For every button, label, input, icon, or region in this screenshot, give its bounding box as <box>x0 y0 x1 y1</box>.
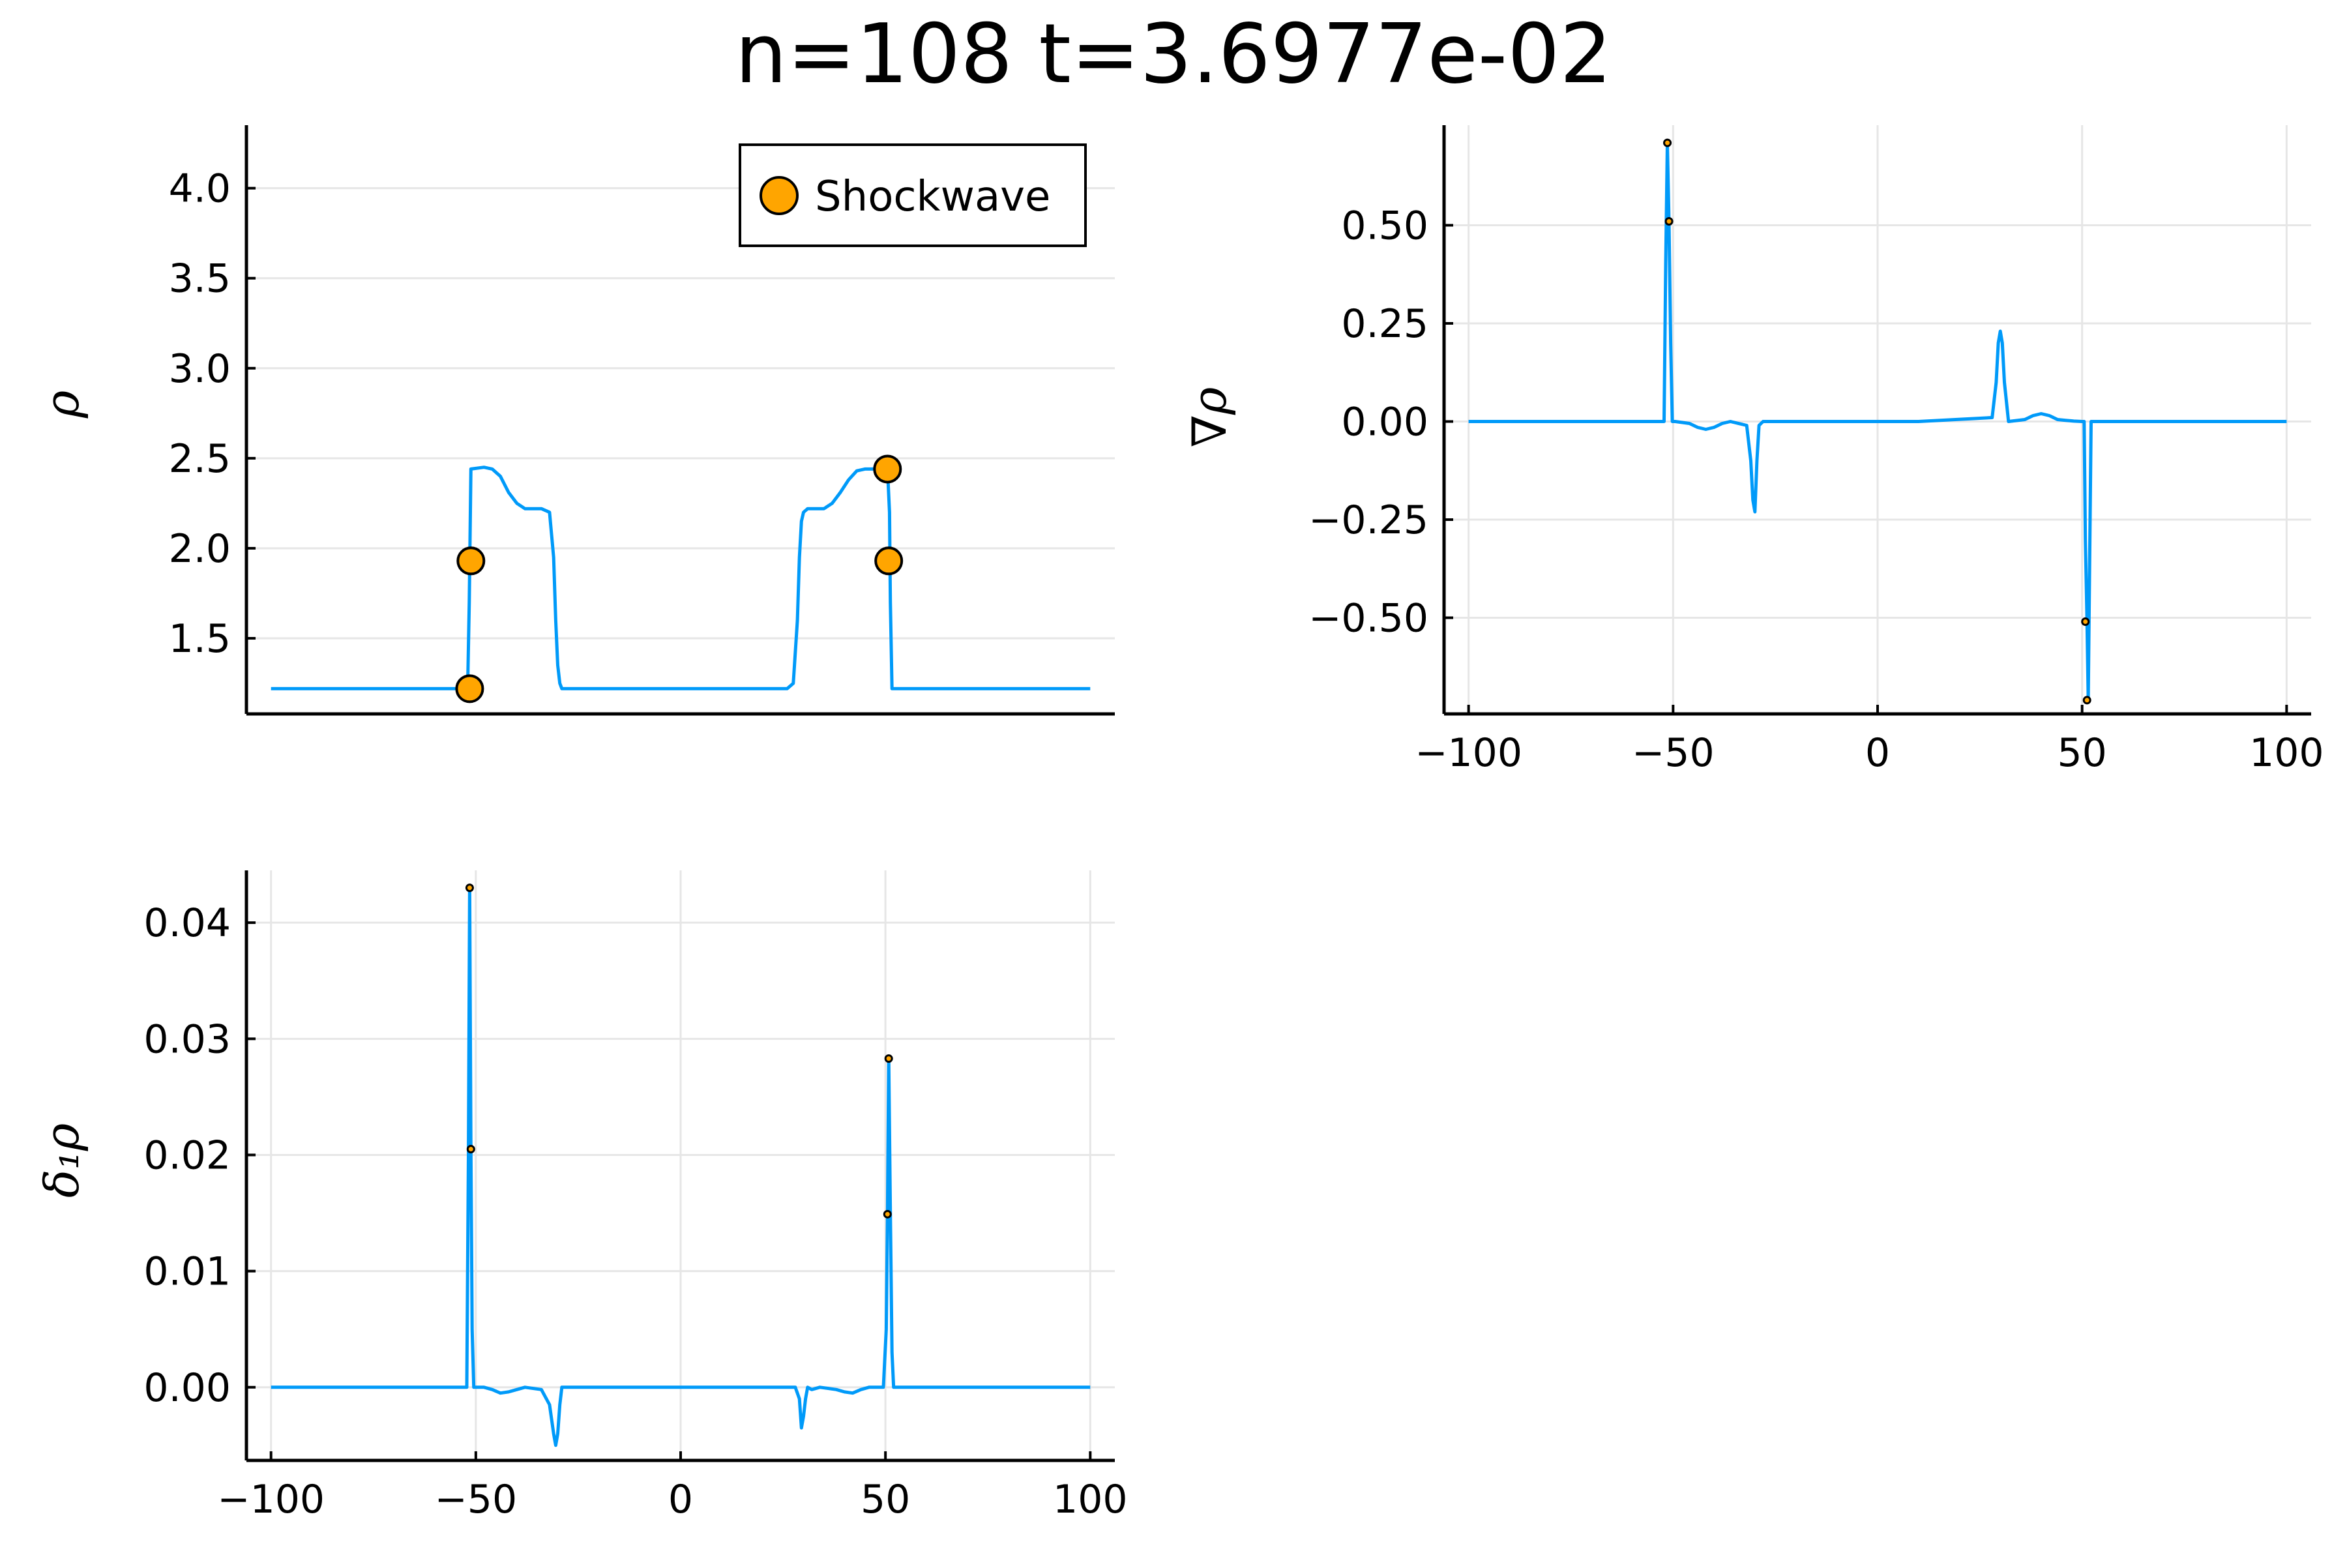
x-tick-label: 100 <box>2249 730 2324 776</box>
y-tick-label: 0.03 <box>143 1016 231 1062</box>
x-tick-label: −50 <box>1632 730 1715 776</box>
x-tick-label: 100 <box>1053 1477 1128 1522</box>
legend: Shockwave <box>739 143 1087 247</box>
series-line-delta1_rho <box>271 886 1091 1447</box>
y-tick-label: 1.5 <box>169 616 231 662</box>
y-tick-label: 3.5 <box>169 256 231 302</box>
y-axis-label: δ₁ρ <box>35 1123 89 1198</box>
x-tick-label: −100 <box>217 1477 325 1522</box>
y-tick-label: 0.00 <box>1341 400 1428 445</box>
shockwave-point <box>1663 138 1672 147</box>
y-axis-label: ρ <box>35 391 89 419</box>
shockwave-point <box>2082 696 2091 705</box>
series-line-grad_rho <box>1468 141 2287 702</box>
y-tick-label: 2.5 <box>169 436 231 482</box>
y-tick-label: 0.01 <box>143 1249 231 1295</box>
x-tick-label: 0 <box>1865 730 1890 776</box>
shockwave-point <box>883 1209 892 1219</box>
y-tick-label: 0.25 <box>1341 301 1428 347</box>
figure-title: n=108 t=3.6977e-02 <box>735 6 1612 102</box>
y-tick-label: 0.04 <box>143 900 231 946</box>
shockwave-point <box>466 1145 475 1154</box>
shockwave-point <box>1664 216 1674 226</box>
shockwave-point <box>873 454 902 484</box>
y-tick-label: 3.0 <box>169 346 231 392</box>
x-tick-label: −50 <box>435 1477 518 1522</box>
panel-grad_rho: −0.50 −0.25 0.00 0.25 0.50 −100 −50 0 50 100 ∇ρ <box>1182 125 2324 776</box>
x-tick-label: 0 <box>668 1477 693 1522</box>
x-tick-label: 50 <box>2057 730 2106 776</box>
y-tick-label: 2.0 <box>169 526 231 572</box>
y-axis-label: ∇ρ <box>1182 387 1237 448</box>
x-tick-label: 50 <box>861 1477 910 1522</box>
y-tick-label: 0.50 <box>1341 203 1428 249</box>
shockwave-point <box>465 883 474 893</box>
series-line-rho <box>271 466 1091 690</box>
shockwave-point <box>2081 617 2090 627</box>
shockwave-point <box>884 1054 893 1063</box>
shockwave-point <box>456 546 486 576</box>
y-tick-label: −0.25 <box>1308 497 1428 543</box>
y-tick-label: 0.00 <box>143 1365 231 1411</box>
panel-delta1_rho: 0.00 0.01 0.02 0.03 0.04 −100 −50 0 50 100 δ₁ρ <box>35 870 1128 1522</box>
shockwave-point <box>874 546 904 576</box>
y-tick-label: 4.0 <box>169 166 231 212</box>
x-tick-label: −100 <box>1415 730 1522 776</box>
y-tick-label: −0.50 <box>1308 596 1428 642</box>
shockwave-point <box>455 674 484 703</box>
panel-rho: 1.5 2.0 2.5 3.0 3.5 4.0 ρ Shockwave <box>35 125 1115 716</box>
legend-marker <box>760 176 799 215</box>
y-tick-label: 0.02 <box>143 1132 231 1178</box>
legend-label: Shockwave <box>815 173 1050 221</box>
